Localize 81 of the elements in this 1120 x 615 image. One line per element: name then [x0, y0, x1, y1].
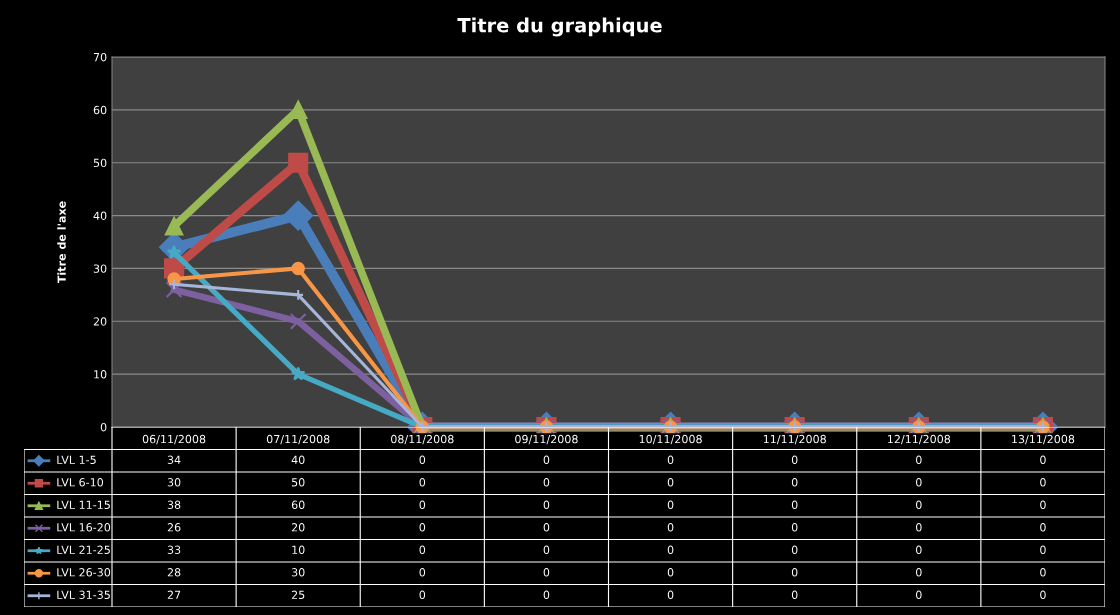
data-label: 50: [291, 478, 305, 487]
data-label: 0: [419, 590, 426, 599]
data-label: 0: [419, 478, 426, 487]
data-label: 0: [1040, 568, 1046, 577]
data-label: 0: [667, 500, 674, 509]
data-label: 10: [292, 545, 305, 554]
data-label: 0: [916, 523, 922, 532]
data-label: 0: [419, 500, 426, 509]
data-label: 0: [791, 455, 798, 464]
x-tick-label: 07/11/2008: [266, 434, 330, 445]
data-label: 0: [916, 455, 922, 464]
y-tick-label: 30: [93, 264, 107, 273]
data-label: 0: [543, 523, 550, 532]
data-label: 34: [167, 455, 181, 464]
legend-label: LVL 6-10: [57, 478, 104, 487]
data-label: 38: [167, 500, 181, 509]
data-label: 0: [667, 478, 674, 487]
data-label: 0: [791, 523, 798, 532]
y-axis-title: Titre de l'axe: [57, 201, 66, 284]
data-label: 0: [916, 478, 922, 487]
data-label: 30: [291, 568, 305, 577]
data-label: 0: [791, 500, 798, 509]
data-label: 60: [291, 500, 305, 509]
data-label: 0: [543, 545, 550, 554]
data-label: 0: [419, 523, 426, 532]
legend-label: LVL 26-30: [57, 568, 111, 577]
data-label: 28: [167, 568, 181, 577]
x-tick-label: 13/11/2008: [1012, 434, 1075, 445]
data-label: 0: [419, 568, 426, 577]
data-label: 27: [167, 590, 181, 599]
data-label: 30: [167, 478, 181, 487]
y-tick-label: 20: [93, 317, 107, 326]
data-label: 0: [1040, 500, 1046, 509]
data-label: 0: [543, 568, 550, 577]
data-label: 0: [791, 478, 798, 487]
y-tick-label: 60: [93, 105, 107, 115]
data-label: 0: [791, 590, 798, 599]
legend-label: LVL 1-5: [57, 455, 96, 464]
x-tick-label: 12/11/2008: [888, 434, 951, 445]
data-label: 0: [667, 590, 674, 599]
y-tick-label: 50: [93, 158, 107, 168]
x-tick-label: 09/11/2008: [515, 434, 578, 445]
data-label: 0: [791, 568, 798, 577]
data-label: 26: [167, 523, 181, 532]
data-label: 0: [543, 455, 550, 464]
legend-label: LVL 31-35: [57, 590, 110, 599]
data-label: 20: [291, 523, 305, 532]
data-label: 0: [667, 455, 674, 464]
data-label: 0: [791, 545, 798, 554]
x-tick-label: 10/11/2008: [639, 434, 702, 445]
data-label: 0: [1040, 455, 1046, 464]
data-label: 25: [291, 590, 305, 599]
data-label: 0: [543, 478, 550, 487]
y-tick-label: 0: [100, 422, 107, 432]
data-label: 0: [1040, 545, 1046, 554]
y-tick-label: 40: [93, 211, 107, 220]
data-label: 0: [667, 523, 674, 532]
data-label: 0: [1040, 590, 1046, 599]
y-tick-label: 70: [93, 52, 107, 62]
data-label: 40: [291, 455, 305, 464]
data-label: 0: [916, 590, 922, 599]
data-label: 0: [1040, 523, 1046, 532]
x-tick-label: 08/11/2008: [391, 434, 454, 445]
data-label: 0: [543, 590, 550, 599]
data-label: 0: [916, 500, 922, 509]
chart-title: Titre du graphique: [457, 17, 662, 37]
x-tick-label: 06/11/2008: [142, 434, 206, 445]
data-label: 0: [667, 568, 674, 577]
legend-label: LVL 21-25: [57, 545, 110, 554]
data-label: 0: [419, 455, 426, 464]
data-label: 0: [1040, 478, 1046, 487]
data-label: 0: [667, 545, 674, 554]
data-label: 33: [167, 545, 181, 554]
legend-label: LVL 11-15: [57, 500, 110, 509]
legend-label: LVL 16-20: [57, 523, 111, 532]
y-tick-label: 10: [94, 370, 107, 379]
data-label: 0: [916, 568, 922, 577]
data-label: 0: [916, 545, 922, 554]
data-label: 0: [543, 500, 550, 509]
data-label: 0: [419, 545, 426, 554]
x-tick-label: 11/11/2008: [763, 434, 826, 445]
